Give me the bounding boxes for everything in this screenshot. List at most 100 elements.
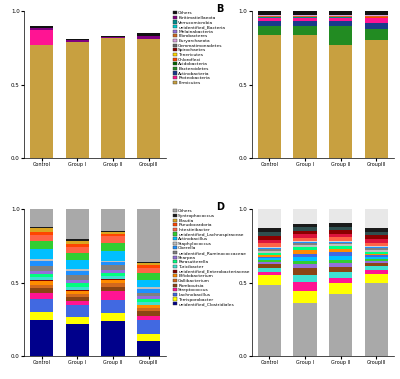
Bar (294, 245, 317, 247)
Bar (30, 26, 53, 28)
Bar (365, 254, 388, 255)
Bar (294, 268, 317, 275)
Bar (294, 247, 317, 250)
Bar (294, 241, 317, 242)
Bar (294, 224, 317, 227)
Bar (30, 299, 53, 312)
Bar (294, 254, 317, 257)
Bar (329, 234, 352, 237)
Bar (365, 248, 388, 250)
Bar (30, 259, 53, 261)
Bar (294, 26, 317, 34)
Bar (101, 265, 124, 269)
Bar (329, 21, 352, 26)
Bar (66, 317, 89, 324)
Bar (294, 238, 317, 241)
Bar (365, 247, 388, 248)
Bar (258, 11, 281, 15)
Bar (329, 249, 352, 252)
Bar (30, 293, 53, 299)
Bar (66, 247, 89, 253)
Bar (258, 262, 281, 264)
Bar (101, 269, 124, 273)
Bar (329, 294, 352, 356)
Bar (294, 291, 317, 303)
Bar (258, 272, 281, 276)
Bar (258, 248, 281, 249)
Bar (137, 39, 160, 158)
Bar (66, 290, 89, 291)
Bar (137, 293, 160, 296)
Bar (66, 305, 89, 317)
Bar (365, 40, 388, 158)
Bar (365, 232, 388, 235)
Bar (258, 17, 281, 18)
Bar (365, 235, 388, 239)
Bar (365, 283, 388, 356)
Bar (294, 17, 317, 18)
Bar (30, 30, 53, 45)
Bar (101, 313, 124, 321)
Bar (329, 210, 352, 223)
Bar (137, 287, 160, 289)
Bar (66, 41, 89, 42)
Bar (258, 210, 281, 228)
Bar (30, 280, 53, 281)
Bar (258, 253, 281, 255)
Bar (30, 271, 53, 274)
Bar (294, 19, 317, 21)
Bar (258, 264, 281, 268)
Bar (66, 287, 89, 290)
Bar (101, 321, 124, 356)
Bar (101, 38, 124, 158)
Bar (137, 36, 160, 39)
Bar (258, 26, 281, 34)
Bar (137, 305, 160, 309)
Bar (137, 316, 160, 320)
Bar (365, 246, 388, 247)
Bar (30, 235, 53, 241)
Bar (258, 258, 281, 260)
Bar (329, 18, 352, 19)
Bar (137, 296, 160, 299)
Legend: Others, Syntrophococcus, Blautia, Pseudocardoria, Intestinibacter, unidentified_: Others, Syntrophococcus, Blautia, Pseudo… (173, 209, 250, 307)
Bar (365, 255, 388, 257)
Bar (365, 257, 388, 259)
Bar (101, 231, 124, 232)
Bar (329, 243, 352, 244)
Bar (294, 303, 317, 356)
Bar (258, 260, 281, 262)
Bar (258, 18, 281, 19)
Bar (137, 210, 160, 262)
Bar (30, 249, 53, 259)
Bar (101, 36, 124, 37)
Bar (66, 291, 89, 294)
Bar (137, 273, 160, 280)
Bar (66, 253, 89, 260)
Bar (258, 228, 281, 232)
Bar (66, 297, 89, 301)
Text: D: D (216, 202, 224, 212)
Bar (294, 231, 317, 234)
Bar (365, 28, 388, 40)
Bar (365, 263, 388, 266)
Bar (137, 334, 160, 341)
Bar (66, 294, 89, 297)
Text: B: B (216, 4, 224, 14)
Bar (329, 263, 352, 267)
Bar (329, 252, 352, 256)
Bar (137, 262, 160, 263)
Bar (294, 34, 317, 158)
Bar (137, 309, 160, 311)
Bar (137, 311, 160, 316)
Bar (66, 324, 89, 356)
Bar (329, 244, 352, 246)
Bar (329, 17, 352, 18)
Bar (365, 210, 388, 228)
Bar (294, 11, 317, 15)
Bar (101, 243, 124, 251)
Bar (137, 263, 160, 265)
Bar (329, 283, 352, 294)
Bar (329, 256, 352, 260)
Bar (66, 260, 89, 269)
